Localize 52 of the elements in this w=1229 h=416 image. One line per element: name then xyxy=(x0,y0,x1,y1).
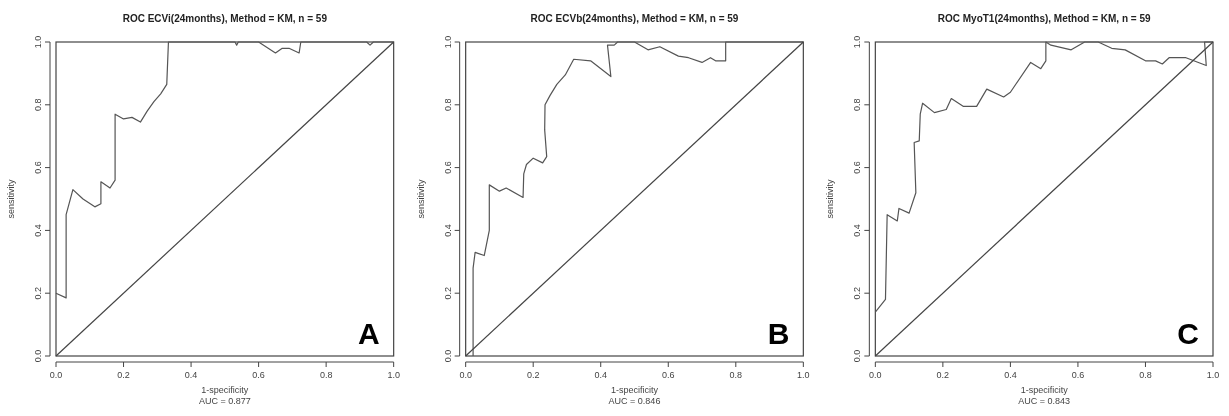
y-axis-title: sensitivity xyxy=(825,179,836,219)
x-tick-label: 0.6 xyxy=(252,370,265,380)
y-tick-label: 0.2 xyxy=(852,286,863,300)
x-tick-label: 0.0 xyxy=(869,370,882,380)
x-tick-label: 0.2 xyxy=(117,370,130,380)
y-tick-label: 0.8 xyxy=(442,98,453,112)
x-axis-title: 1-specificity xyxy=(1020,385,1069,395)
x-tick-label: 0.6 xyxy=(662,370,675,380)
text: AUC = 0.877 xyxy=(198,396,251,406)
annotation: A xyxy=(357,317,380,350)
text: AUC = 0.843 xyxy=(1018,396,1071,406)
x-tick-label: 0.2 xyxy=(936,370,950,380)
y-tick-label: 0.6 xyxy=(852,161,863,174)
x-tick-label: 0.0 xyxy=(459,370,472,380)
x-axis-title: 1-specificity xyxy=(610,385,659,395)
y-tick-label: 1.0 xyxy=(852,35,863,49)
x-tick-label: 1.0 xyxy=(797,370,810,380)
y-tick-label: 1.0 xyxy=(442,35,453,49)
x-tick-label: 0.2 xyxy=(526,370,540,380)
x-tick-label: 0.8 xyxy=(1139,370,1152,380)
y-tick-label: 0.4 xyxy=(33,224,43,237)
x-tick-label: 0.6 xyxy=(1071,370,1085,380)
x-tick-label: 0.4 xyxy=(594,370,607,380)
y-tick-label: 0.8 xyxy=(852,98,863,112)
x-tick-label: 1.0 xyxy=(1206,370,1220,380)
chart-title: ROC ECVi(24months), Method = KM, n = 59 xyxy=(122,13,328,24)
x-tick-label: 0.4 xyxy=(1004,370,1017,380)
y-tick-label: 0.0 xyxy=(442,349,453,363)
y-tick-label: 1.0 xyxy=(33,35,43,49)
y-axis-title: sensitivity xyxy=(415,179,426,219)
annotation: C xyxy=(1177,317,1199,350)
x-tick-label: 0.4 xyxy=(184,370,198,380)
x-tick-label: 0.8 xyxy=(729,370,743,380)
x-tick-label: 1.0 xyxy=(387,370,400,380)
annotation: B xyxy=(767,317,790,350)
y-tick-label: 0.4 xyxy=(442,224,453,237)
text: AUC = 0.846 xyxy=(608,396,661,406)
chart-title: ROC ECVb(24months), Method = KM, n = 59 xyxy=(530,13,739,24)
chart-title: ROC MyoT1(24months), Method = KM, n = 59 xyxy=(937,13,1151,24)
y-tick-label: 0.6 xyxy=(442,161,453,174)
y-tick-label: 0.2 xyxy=(442,286,453,300)
y-tick-label: 0.0 xyxy=(852,349,863,363)
x-tick-label: 0.8 xyxy=(319,370,333,380)
line-series xyxy=(55,41,395,299)
x-tick-label: 0.0 xyxy=(49,370,63,380)
y-axis-title: sensitivity xyxy=(6,179,16,219)
x-axis-title: 1-specificity xyxy=(201,385,249,395)
y-tick-label: 0.6 xyxy=(33,161,43,174)
y-tick-label: 0.4 xyxy=(852,224,863,237)
y-tick-label: 0.0 xyxy=(33,349,43,363)
y-tick-label: 0.2 xyxy=(33,286,43,300)
y-tick-label: 0.8 xyxy=(33,98,43,112)
